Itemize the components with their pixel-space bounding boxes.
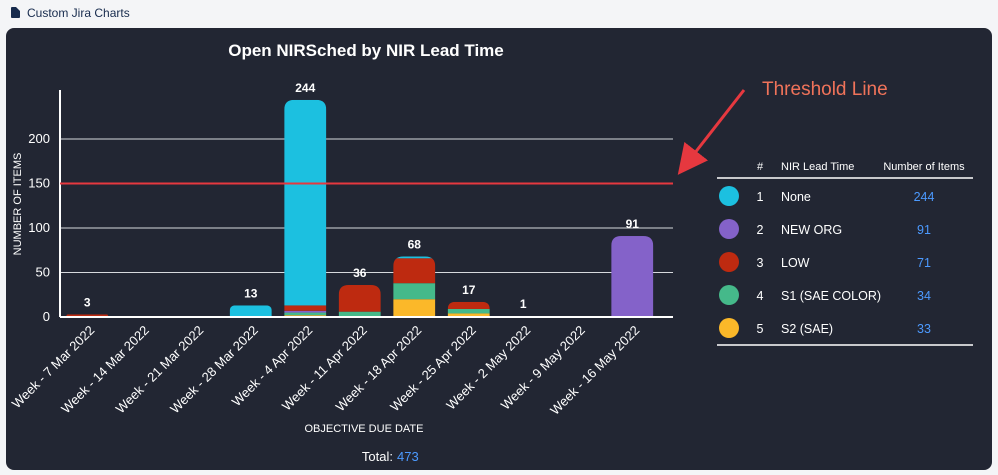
- legend-row-num: 5: [757, 322, 764, 336]
- bar-segment: [393, 258, 436, 284]
- col-header-num: #: [757, 161, 764, 173]
- bar-segment: [447, 313, 490, 317]
- legend-swatch: [719, 285, 739, 305]
- y-tick-label: 200: [28, 131, 50, 146]
- bar-segment: [284, 99, 327, 306]
- bar-stack: [66, 314, 109, 317]
- document-icon: [11, 7, 20, 18]
- bars: [66, 99, 654, 317]
- table-rows: 1 None 244 2 NEW ORG 91 3 LOW 71 4 S1 (SAE COLOR) 3…: [719, 186, 934, 338]
- legend-row-count[interactable]: 244: [914, 190, 935, 204]
- bar-segment: [447, 301, 490, 309]
- bar-value-label: 3: [84, 295, 91, 309]
- legend-swatch: [719, 186, 739, 206]
- bar-value-label: 68: [408, 237, 422, 251]
- legend-row-num: 4: [757, 289, 764, 303]
- legend-row: 3 LOW 71: [719, 252, 931, 272]
- legend-row-num: 3: [757, 256, 764, 270]
- y-tick-label: 0: [43, 309, 50, 324]
- x-axis-title: OBJECTIVE DUE DATE: [305, 423, 424, 435]
- bar-segment: [284, 305, 327, 311]
- bar-value-label: 91: [626, 217, 640, 231]
- gridlines: [60, 138, 673, 274]
- legend-row-num: 1: [757, 190, 764, 204]
- y-axis-ticks: 0 50 100 150 200: [28, 131, 50, 324]
- legend-row-label: S1 (SAE COLOR): [781, 289, 881, 303]
- legend-swatch: [719, 252, 739, 272]
- legend-row-label: S2 (SAE): [781, 322, 833, 336]
- bar-stack: [338, 284, 381, 317]
- legend-row-label: NEW ORG: [781, 223, 842, 237]
- app-title: Custom Jira Charts: [27, 6, 130, 20]
- legend-row: 2 NEW ORG 91: [719, 219, 931, 239]
- x-tick-label: Week - 16 May 2022: [547, 323, 642, 418]
- total-value: 473: [397, 449, 419, 464]
- bar-stack: [611, 236, 654, 317]
- bar-segment: [447, 308, 490, 314]
- chart-svg: Open NIRSched by NIR Lead Time 050100150…: [9, 41, 973, 464]
- legend-row-count[interactable]: 91: [917, 223, 931, 237]
- legend-row-num: 2: [757, 223, 764, 237]
- y-tick-label: 150: [28, 176, 50, 191]
- legend-swatch: [719, 219, 739, 239]
- legend-row-count[interactable]: 34: [917, 289, 931, 303]
- bar-stack: [229, 305, 272, 317]
- bar-segment: [611, 236, 654, 317]
- bar-segment: [393, 299, 436, 317]
- chart-panel: Open NIRSched by NIR Lead Time 0 50 100 150…: [6, 28, 992, 470]
- bar-stack: [284, 99, 327, 317]
- col-header-count: Number of Items: [883, 161, 965, 173]
- legend-row-label: None: [781, 190, 811, 204]
- legend-row-count[interactable]: 33: [917, 322, 931, 336]
- legend-row: 4 S1 (SAE COLOR) 34: [719, 285, 931, 305]
- y-axis-title: NUMBER OF ITEMS: [12, 153, 24, 256]
- bar-segment: [284, 310, 327, 313]
- bar-segment: [393, 283, 436, 300]
- bar-value-labels: 3 13 244 36 68 17 1 91: [84, 81, 639, 311]
- legend-row-label: LOW: [781, 256, 810, 270]
- col-header-lead-time: NIR Lead Time: [781, 161, 854, 173]
- annotation-label: Threshold Line: [762, 79, 888, 100]
- legend-row: 5 S2 (SAE) 33: [719, 318, 931, 338]
- legend-swatch: [719, 318, 739, 338]
- annotation-arrow: [677, 89, 746, 175]
- bar-segment: [284, 312, 327, 316]
- bar-value-label: 13: [244, 286, 258, 300]
- bar-value-label: 244: [295, 81, 315, 95]
- bar-stack: [447, 301, 490, 317]
- chart-title: Open NIRSched by NIR Lead Time: [228, 41, 504, 60]
- y-tick-label: 50: [36, 265, 50, 280]
- bar-segment: [66, 314, 109, 317]
- y-tick-label: 100: [28, 220, 50, 235]
- bar-value-label: 36: [353, 266, 367, 280]
- legend-row-count[interactable]: 71: [917, 256, 931, 270]
- legend-table: # NIR Lead Time Number of Items 1 None 244…: [717, 161, 973, 346]
- app-header: Custom Jira Charts: [0, 0, 998, 28]
- legend-row: 1 None 244: [719, 186, 934, 206]
- bar-stack: [393, 256, 436, 317]
- bar-segment: [338, 311, 381, 317]
- bar-segment: [338, 284, 381, 312]
- bar-segment: [229, 305, 272, 317]
- bar-segment: [393, 256, 436, 259]
- bar-value-label: 1: [520, 297, 527, 311]
- bar-value-label: 17: [462, 283, 476, 297]
- total-label: Total:: [362, 449, 393, 464]
